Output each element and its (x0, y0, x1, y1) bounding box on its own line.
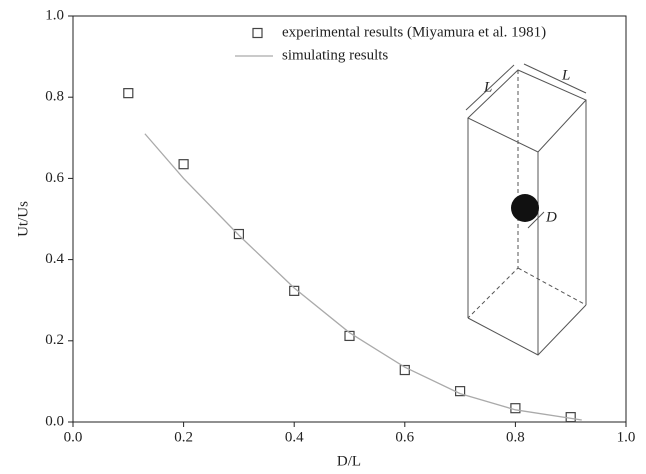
legend-marker (252, 27, 263, 39)
legend-label: simulating results (282, 47, 388, 63)
plot-frame (72, 15, 627, 423)
x-tick-label: 1.0 (617, 429, 636, 445)
x-axis-label: D/L (337, 453, 361, 469)
x-tick-label: 0.2 (174, 429, 193, 445)
y-tick-label: 1.0 (45, 7, 64, 23)
data-point (178, 159, 189, 170)
data-point (233, 228, 244, 240)
data-point (565, 412, 576, 423)
annotation: L (483, 79, 492, 95)
y-tick-label: 0.2 (45, 332, 64, 348)
x-tick-label: 0.8 (506, 429, 525, 445)
data-line (144, 133, 582, 421)
annotation: D (545, 209, 557, 225)
legend-label: experimental results (Miyamura et al. 19… (282, 24, 546, 40)
annotation: L (561, 67, 570, 83)
data-point (510, 403, 521, 414)
y-tick-label: 0.4 (45, 251, 64, 267)
x-tick-label: 0.0 (64, 429, 83, 445)
box-diagram: L L D (465, 63, 587, 356)
x-tick-label: 0.6 (395, 429, 414, 445)
y-tick-label: 0.8 (45, 89, 64, 105)
y-tick-label: 0.6 (45, 170, 64, 186)
data-point (123, 88, 134, 99)
x-tick-label: 0.4 (285, 429, 304, 445)
y-axis-label: Ut/Us (15, 201, 31, 237)
y-tick-label: 0.0 (45, 413, 64, 429)
